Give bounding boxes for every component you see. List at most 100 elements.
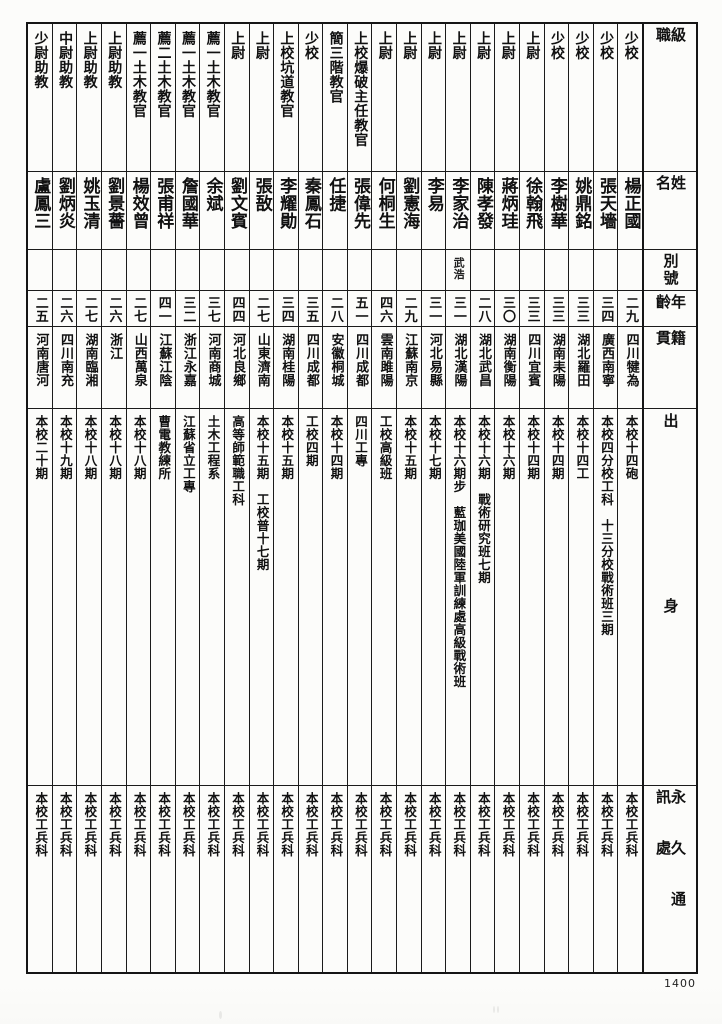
value-address: 本校工兵科 — [156, 792, 172, 858]
cell-native-place: 湖北羅田 — [569, 327, 593, 410]
cell-alias — [347, 250, 372, 292]
cell-origin: 本校十八期 — [126, 409, 151, 787]
cell-address: 本校工兵科 — [151, 786, 175, 972]
value-rank: 少校 — [548, 31, 565, 60]
cell-origin: 本校十四期 — [323, 409, 347, 787]
value-address: 本校工兵科 — [106, 792, 122, 858]
value-rank: 少校 — [622, 31, 639, 60]
cell-name: 劉炳炎 — [52, 172, 77, 250]
value-address: 本校工兵科 — [451, 792, 467, 858]
header-cell-native-place: 籍貫 — [644, 327, 696, 410]
cell-age: 三〇 — [495, 291, 520, 328]
value-name: 盧鳳三 — [30, 176, 51, 230]
cell-alias — [520, 250, 544, 292]
cell-origin: 本校十六期步 藍珈美國陸軍訓練處高級戰術班 — [446, 409, 470, 787]
cell-origin: 本校十四砲 — [618, 409, 642, 787]
value-name: 張天墻 — [595, 176, 616, 230]
value-name: 張偉先 — [350, 176, 371, 230]
value-name: 秦鳳石 — [300, 176, 321, 230]
cell-native-place: 山東濟南 — [249, 327, 274, 410]
cell-name: 劉景薔 — [101, 172, 126, 250]
cell-origin: 本校十四工 — [569, 409, 593, 787]
table-column-person: 少校 李樹華 三三 湖南耒陽 本校十四期 本校工兵科 — [543, 24, 569, 972]
cell-name: 徐翰飛 — [520, 172, 544, 250]
cell-rank: 上尉助教 — [101, 24, 126, 172]
table-column-person: 少尉助教 盧鳳三 二五 河南唐河 本校二十期 本校工兵科 — [28, 24, 52, 972]
cell-age: 四六 — [372, 291, 397, 328]
value-age: 二九 — [623, 296, 639, 324]
value-native-place: 浙江 — [107, 333, 123, 361]
value-origin: 本校十五期 — [279, 415, 295, 481]
value-age: 三四 — [278, 296, 294, 324]
value-age: 五一 — [352, 296, 368, 324]
value-origin: 本校十四期 — [328, 415, 344, 481]
value-rank: 上校爆破主任教官 — [352, 31, 369, 147]
cell-native-place: 湖南耒陽 — [544, 327, 569, 410]
cell-native-place: 湖北武昌 — [470, 327, 495, 410]
value-native-place: 四川南充 — [57, 333, 73, 388]
cell-name: 盧鳳三 — [28, 172, 52, 250]
cell-age: 三三 — [520, 291, 544, 328]
value-name: 楊正國 — [620, 176, 641, 230]
table-column-person: 上校坑道教官 李耀勛 三四 湖南桂陽 本校十五期 本校工兵科 — [273, 24, 298, 972]
header-label-native-place: 籍貫 — [654, 330, 687, 376]
cell-rank: 少校 — [569, 24, 593, 172]
value-name: 陳孝發 — [472, 176, 493, 230]
cell-rank: 少校 — [618, 24, 642, 172]
cell-alias — [421, 250, 446, 292]
value-name: 詹國華 — [177, 176, 198, 230]
cell-address: 本校工兵科 — [471, 786, 495, 972]
value-native-place: 湖北武昌 — [476, 333, 492, 388]
value-age: 四四 — [229, 296, 245, 324]
cell-origin: 本校十八期 — [101, 409, 126, 787]
value-native-place: 河北良鄉 — [230, 333, 246, 388]
cell-rank: 上校坑道教官 — [274, 24, 298, 172]
cell-rank: 上尉 — [224, 24, 249, 172]
value-native-place: 河南商城 — [205, 333, 221, 388]
cell-name: 李耀勛 — [274, 172, 298, 250]
cell-origin: 本校十五期 工校普十七期 — [249, 409, 274, 787]
cell-native-place: 四川宜賓 — [520, 327, 544, 410]
cell-alias — [101, 250, 126, 292]
value-origin: 江蘇省立工專 — [180, 415, 196, 494]
value-name: 任捷 — [325, 176, 346, 212]
value-origin: 本校二十期 — [33, 415, 49, 481]
value-origin: 本校十七期 — [426, 415, 442, 481]
value-native-place: 湖北漢陽 — [451, 333, 467, 388]
cell-alias — [200, 250, 224, 292]
cell-age: 二八 — [323, 291, 347, 328]
value-address: 本校工兵科 — [33, 792, 49, 858]
table-header-column: 級職 姓名 別號 年齡 籍貫 出身 永久通訊處 — [642, 24, 696, 972]
value-name: 劉文賓 — [227, 176, 248, 230]
cell-alias — [52, 250, 77, 292]
cell-name: 楊效曾 — [126, 172, 151, 250]
value-age: 二五 — [32, 296, 48, 324]
cell-name: 姚鼎銘 — [569, 172, 593, 250]
value-name: 劉景薔 — [104, 176, 125, 230]
value-native-place: 四川成都 — [303, 333, 319, 388]
cell-rank: 簡三階教官 — [323, 24, 347, 172]
cell-name: 詹國華 — [175, 172, 200, 250]
value-native-place: 湖北羅田 — [574, 333, 590, 388]
value-rank: 上尉助教 — [106, 31, 123, 89]
header-label-rank: 級職 — [654, 27, 687, 106]
cell-address: 本校工兵科 — [299, 786, 323, 972]
value-address: 本校工兵科 — [303, 792, 319, 858]
cell-origin: 高等師範職工科 — [224, 409, 249, 787]
cell-alias — [372, 250, 397, 292]
table-column-person: 上尉 劉文賓 四四 河北良鄉 高等師範職工科 本校工兵科 — [223, 24, 249, 972]
value-address: 本校工兵科 — [57, 792, 73, 858]
cell-age: 二七 — [249, 291, 274, 328]
cell-alias — [323, 250, 347, 292]
cell-age: 四一 — [151, 291, 175, 328]
value-address: 本校工兵科 — [402, 792, 418, 858]
value-rank: 上尉 — [450, 31, 467, 60]
cell-native-place: 雲南雎陽 — [372, 327, 397, 410]
cell-native-place: 湖南衡陽 — [495, 327, 520, 410]
value-age: 二八 — [327, 296, 343, 324]
cell-native-place: 河南商城 — [200, 327, 224, 410]
value-native-place: 湖南衡陽 — [500, 333, 516, 388]
value-name: 劉炳炎 — [54, 176, 75, 230]
value-rank: 薦一土木教官 — [180, 31, 197, 118]
